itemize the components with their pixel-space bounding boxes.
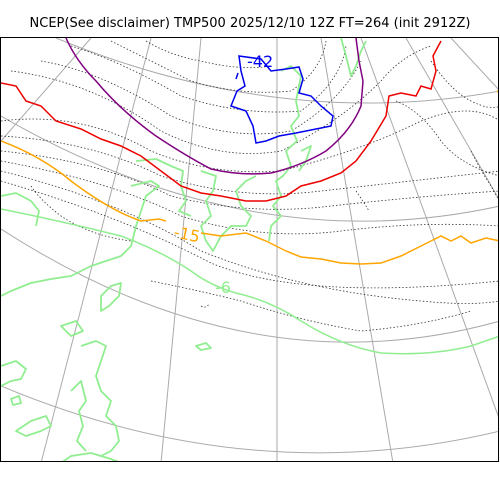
isotherm-fragment-right [496, 90, 498, 93]
longitude-lines [1, 38, 498, 461]
coastline-island-1 [100, 282, 122, 312]
dotted-contour [40, 60, 362, 135]
coastline-upper-right [340, 38, 367, 77]
dotted-contour [1, 150, 498, 210]
coastline-south-2 [70, 380, 87, 452]
meridian-3 [160, 38, 202, 461]
meridian-2 [41, 38, 152, 461]
coastlines [1, 38, 367, 461]
dotted-contour [395, 100, 498, 176]
dotted-contour [1, 180, 498, 289]
isotherm-purple [65, 38, 364, 175]
meridian-7 [405, 38, 498, 199]
label-minus15: -15 [172, 222, 202, 246]
coastline-west-shore [1, 180, 160, 297]
coastline-peninsula [200, 170, 257, 252]
dotted-contour [1, 170, 498, 304]
meridian-6 [360, 38, 498, 417]
isotherm-minus42-fragment [235, 72, 239, 80]
latitude-arc-1 [55, 38, 498, 104]
latitude-lines [1, 38, 498, 454]
coastline-north-land [268, 65, 302, 242]
dotted-contour [70, 45, 347, 113]
dotted-contour [150, 280, 472, 332]
dotted-contour [200, 303, 210, 308]
map-panel: -42 -15 -6 [0, 37, 499, 462]
map-canvas: -42 -15 -6 [1, 38, 498, 461]
dotted-contour [470, 150, 498, 199]
latitude-arc-3 [1, 228, 498, 343]
dotted-contour [1, 160, 498, 235]
meridian-5 [320, 38, 394, 461]
isotherm-red [1, 40, 442, 202]
meridian-8 [450, 38, 498, 90]
isotherm-minus6 [1, 208, 498, 355]
isotherm-minus15 [1, 140, 498, 265]
dotted-contour [30, 185, 132, 242]
coastline-south-1 [80, 340, 120, 457]
coastline-islet-2 [10, 395, 22, 406]
dotted-contour [1, 135, 498, 195]
label-minus42: -42 [247, 52, 273, 71]
dotted-contours [1, 40, 498, 332]
coastline-islet [195, 342, 212, 351]
isotherm-minus42 [230, 55, 334, 144]
coastline-south-4 [1, 360, 27, 387]
meridian-1 [1, 38, 92, 142]
dotted-contour [355, 190, 370, 212]
coastline-south-5 [62, 452, 119, 461]
coastline-fjord [298, 145, 312, 172]
map-title: NCEP(See disclaimer) TMP500 2025/12/10 1… [29, 16, 471, 31]
latitude-arc-4 [1, 385, 498, 454]
latitude-arc-2 [1, 115, 498, 222]
dotted-contour [145, 40, 272, 69]
coastline-island-2 [60, 320, 84, 337]
coastline-west-arm [135, 158, 192, 217]
dotted-contour [10, 45, 432, 154]
label-minus6: -6 [215, 278, 231, 297]
dotted-contour [430, 60, 498, 109]
coastline-south-3 [15, 415, 52, 437]
